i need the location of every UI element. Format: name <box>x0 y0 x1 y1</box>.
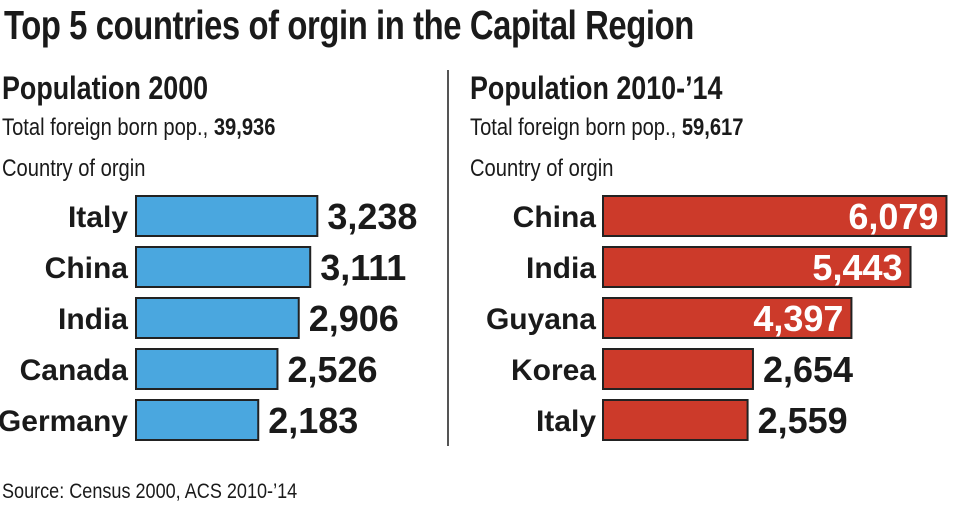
total-value: 59,617 <box>681 114 744 141</box>
bar <box>602 195 948 237</box>
panel-2000: Population 2000 Total foreign born pop.,… <box>0 62 480 462</box>
panel-2010-14: Population 2010-’14 Total foreign born p… <box>468 62 948 462</box>
value-label: 3,111 <box>320 247 406 288</box>
category-label: Canada <box>20 354 129 387</box>
bar <box>135 297 300 339</box>
value-label: 5,443 <box>812 247 902 288</box>
category-label: Italy <box>68 201 128 234</box>
category-label: Italy <box>536 405 596 438</box>
value-label: 2,906 <box>309 298 399 339</box>
value-label: 4,397 <box>753 298 843 339</box>
category-label: Germany <box>0 405 128 438</box>
category-label: China <box>513 201 597 234</box>
value-label: 2,654 <box>763 349 853 390</box>
bar <box>135 399 260 441</box>
total-foreign-born: Total foreign born pop., 39,936 <box>2 114 275 142</box>
chart-title: Top 5 countries of orgin in the Capital … <box>4 2 694 48</box>
value-label: 3,238 <box>327 196 417 237</box>
total-value: 39,936 <box>213 114 276 141</box>
value-label: 2,183 <box>268 400 358 441</box>
panel-title: Population 2010-’14 <box>470 70 723 106</box>
bar <box>135 348 279 390</box>
value-label: 2,559 <box>758 400 848 441</box>
bar-chart-1: China 6,079 India 5,443 Guyana 4,397 Korea 2,65… <box>486 195 948 441</box>
bar <box>602 297 853 339</box>
total-foreign-born: Total foreign born pop., 59,617 <box>470 114 743 142</box>
value-label: 6,079 <box>848 196 938 237</box>
panel-title: Population 2000 <box>2 70 209 106</box>
category-label: China <box>45 252 129 285</box>
category-label: Country of orgin <box>470 155 614 182</box>
category-label: Korea <box>511 354 596 387</box>
total-label: Total foreign born pop., <box>470 114 682 141</box>
category-label: Country of orgin <box>2 155 146 182</box>
bar <box>602 399 749 441</box>
bar <box>602 348 754 390</box>
value-label: 2,526 <box>287 349 377 390</box>
bar <box>602 246 912 288</box>
bar <box>135 246 312 288</box>
panel-divider <box>447 70 449 446</box>
bar <box>135 195 319 237</box>
category-label: Guyana <box>486 303 596 336</box>
category-label: India <box>526 252 596 285</box>
category-label: India <box>58 303 128 336</box>
total-label: Total foreign born pop., <box>2 114 214 141</box>
bar-chart-0: Italy 3,238 China 3,111 India 2,906 Canada 2,52… <box>0 195 417 441</box>
source-note: Source: Census 2000, ACS 2010-’14 <box>2 480 298 503</box>
